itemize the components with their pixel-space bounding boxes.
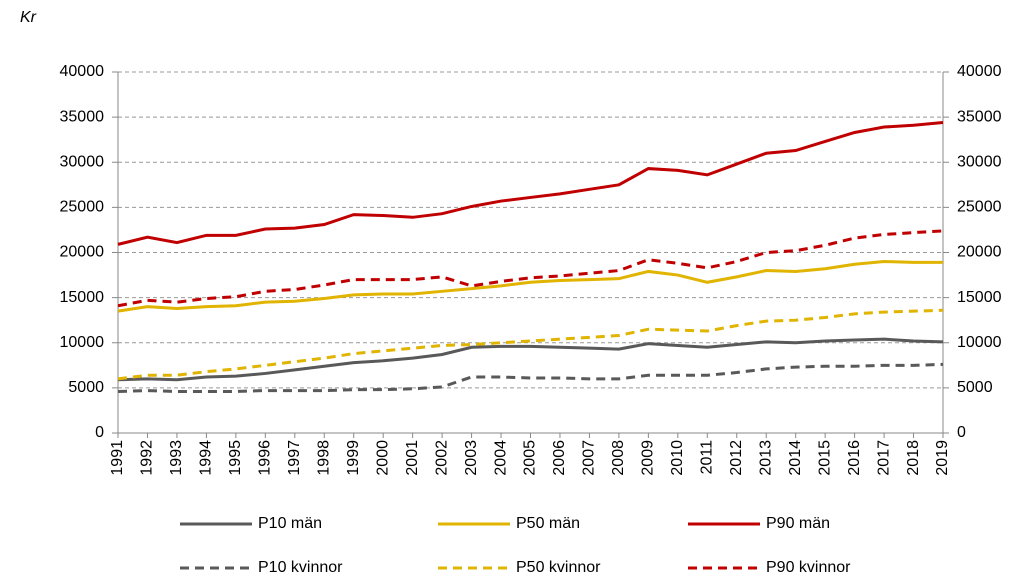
unit-label: Kr [20, 9, 37, 26]
x-tick-label: 2019 [934, 440, 951, 476]
x-tick-label: 1999 [345, 440, 362, 476]
y-tick-label: 40000 [60, 63, 105, 80]
x-tick-label: 2004 [492, 440, 509, 476]
y2-tick-label: 40000 [957, 63, 1002, 80]
x-tick-label: 2009 [640, 440, 657, 476]
x-tick-label: 2000 [374, 440, 391, 476]
series-line [117, 362, 944, 393]
x-tick-label: 2016 [846, 440, 863, 476]
legend-label: P50 kvinnor [516, 559, 601, 576]
x-tick-label: 2002 [433, 440, 450, 476]
x-tick-label: 2014 [787, 440, 804, 476]
legend-label: P90 kvinnor [766, 559, 851, 576]
x-tick-label: 1997 [286, 440, 303, 476]
series-line [117, 337, 944, 382]
x-tick-label: 1994 [198, 440, 215, 476]
x-tick-label: 2007 [581, 440, 598, 476]
series-line [117, 229, 944, 308]
series-line [117, 260, 943, 313]
x-tick-label: 2005 [522, 440, 539, 476]
x-tick-label: 1992 [139, 440, 156, 476]
y-tick-label: 35000 [60, 108, 105, 125]
x-tick-label: 2001 [404, 440, 421, 476]
y2-tick-label: 30000 [957, 153, 1002, 170]
y2-tick-label: 25000 [957, 199, 1002, 216]
y2-tick-label: 0 [957, 424, 966, 441]
x-tick-label: 2012 [728, 440, 745, 476]
y-tick-label: 10000 [60, 334, 105, 351]
x-tick-label: 1996 [257, 440, 274, 476]
x-tick-label: 2017 [875, 440, 892, 476]
x-tick-label: 1998 [315, 440, 332, 476]
x-tick-label: 1991 [109, 440, 126, 476]
x-tick-label: 2018 [905, 440, 922, 476]
x-tick-label: 2015 [816, 440, 833, 476]
y-tick-label: 5000 [68, 379, 104, 396]
x-tick-label: 2011 [699, 440, 716, 475]
legend-label: P50 män [516, 515, 580, 532]
series-line [117, 308, 944, 381]
legend-label: P10 kvinnor [258, 559, 343, 576]
x-tick-label: 1993 [168, 440, 185, 476]
y-tick-label: 25000 [60, 199, 105, 216]
y2-tick-label: 5000 [957, 379, 993, 396]
x-tick-label: 2003 [463, 440, 480, 476]
y2-tick-label: 35000 [957, 108, 1002, 125]
series-line [117, 121, 944, 246]
x-tick-label: 2013 [757, 440, 774, 476]
y2-tick-label: 10000 [957, 334, 1002, 351]
x-tick-label: 1995 [227, 440, 244, 476]
legend-label: P90 män [766, 515, 830, 532]
x-tick-label: 2008 [610, 440, 627, 476]
y-tick-label: 30000 [60, 153, 105, 170]
y2-tick-label: 15000 [957, 289, 1002, 306]
y-tick-label: 20000 [60, 244, 105, 261]
y-tick-label: 0 [95, 424, 104, 441]
y2-tick-label: 20000 [957, 244, 1002, 261]
x-tick-label: 2006 [551, 440, 568, 476]
legend-label: P10 män [258, 515, 322, 532]
x-tick-label: 2010 [669, 440, 686, 476]
y-tick-label: 15000 [60, 289, 105, 306]
